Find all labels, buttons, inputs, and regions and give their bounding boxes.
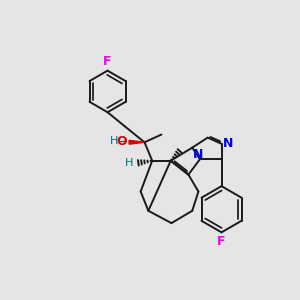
Text: O: O — [116, 135, 127, 148]
Polygon shape — [129, 140, 145, 144]
Text: N: N — [223, 136, 233, 149]
Text: H: H — [110, 136, 118, 146]
Text: F: F — [217, 236, 226, 248]
Text: F: F — [103, 55, 112, 68]
Text: H: H — [124, 158, 133, 168]
Text: N: N — [193, 148, 203, 161]
